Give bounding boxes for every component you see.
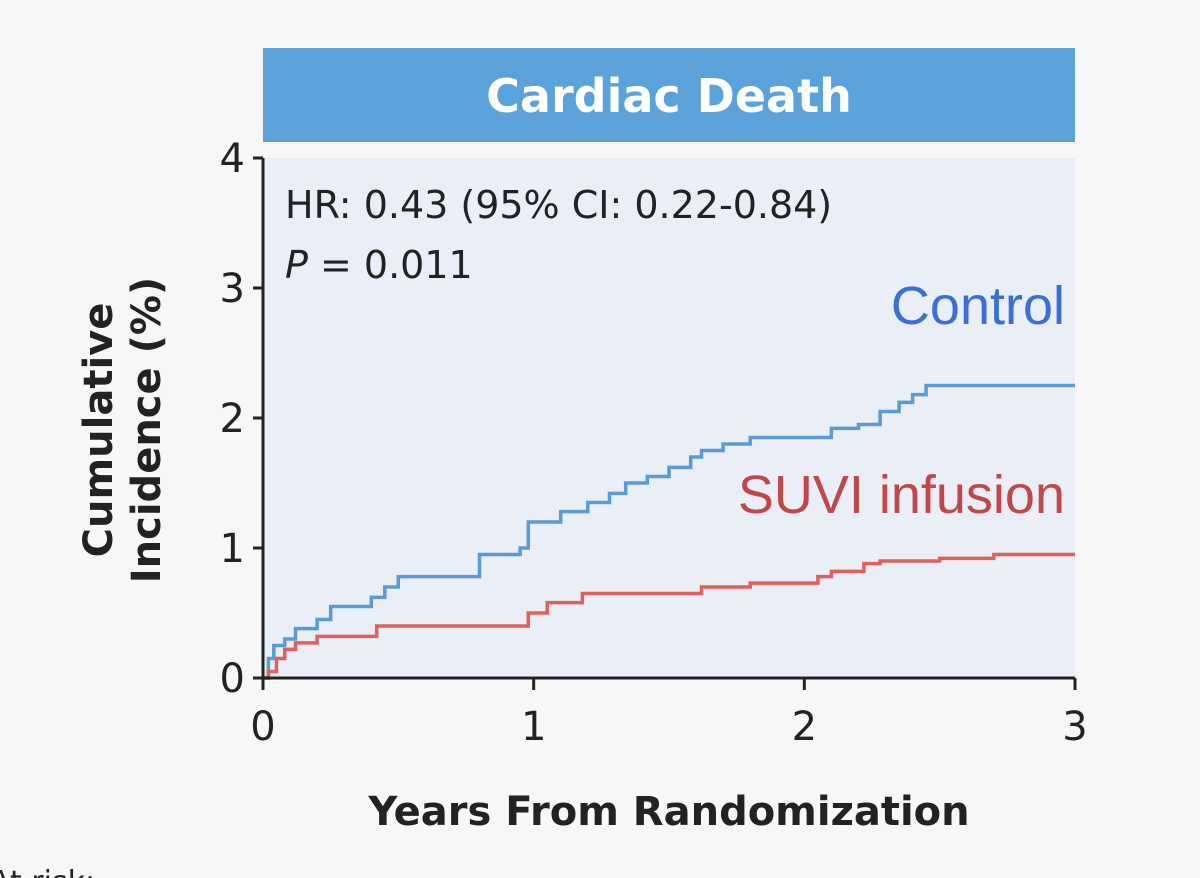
y-axis-title: Cumulative Incidence (%) bbox=[76, 277, 170, 583]
x-tick-label: 2 bbox=[792, 704, 817, 750]
p-value: = 0.011 bbox=[308, 243, 473, 287]
chart-title: Cardiac Death bbox=[486, 69, 852, 123]
y-axis-title-line2: Incidence (%) bbox=[124, 277, 170, 583]
title-banner bbox=[263, 48, 1075, 142]
legend-control: Control bbox=[891, 276, 1065, 336]
plot-area bbox=[263, 158, 1075, 676]
y-tick-label: 3 bbox=[220, 266, 245, 312]
y-tick-label: 2 bbox=[220, 396, 245, 442]
x-ticks: 0 1 2 3 bbox=[250, 678, 1088, 750]
x-tick-label: 0 bbox=[250, 704, 275, 750]
x-tick-label: 3 bbox=[1062, 704, 1087, 750]
x-axis-title: Years From Randomization bbox=[367, 789, 969, 835]
legend-suvi-infusion: SUVI infusion bbox=[738, 465, 1065, 525]
y-ticks: 0 1 2 3 4 bbox=[220, 136, 263, 702]
p-value-label: P = 0.011 bbox=[285, 243, 473, 287]
series-line-suvi-infusion bbox=[263, 552, 1075, 680]
y-tick-label: 4 bbox=[220, 136, 245, 182]
series-line-control bbox=[263, 383, 1075, 680]
series-layer bbox=[263, 383, 1075, 680]
y-tick-label: 0 bbox=[220, 656, 245, 702]
hazard-ratio-label: HR: 0.43 (95% CI: 0.22-0.84) bbox=[285, 183, 832, 227]
x-tick-label: 1 bbox=[521, 704, 546, 750]
p-symbol: P bbox=[285, 243, 308, 287]
y-tick-label: 1 bbox=[220, 526, 245, 572]
at-risk-label: At risk: bbox=[0, 865, 95, 878]
y-axis-title-line1: Cumulative bbox=[76, 303, 122, 558]
